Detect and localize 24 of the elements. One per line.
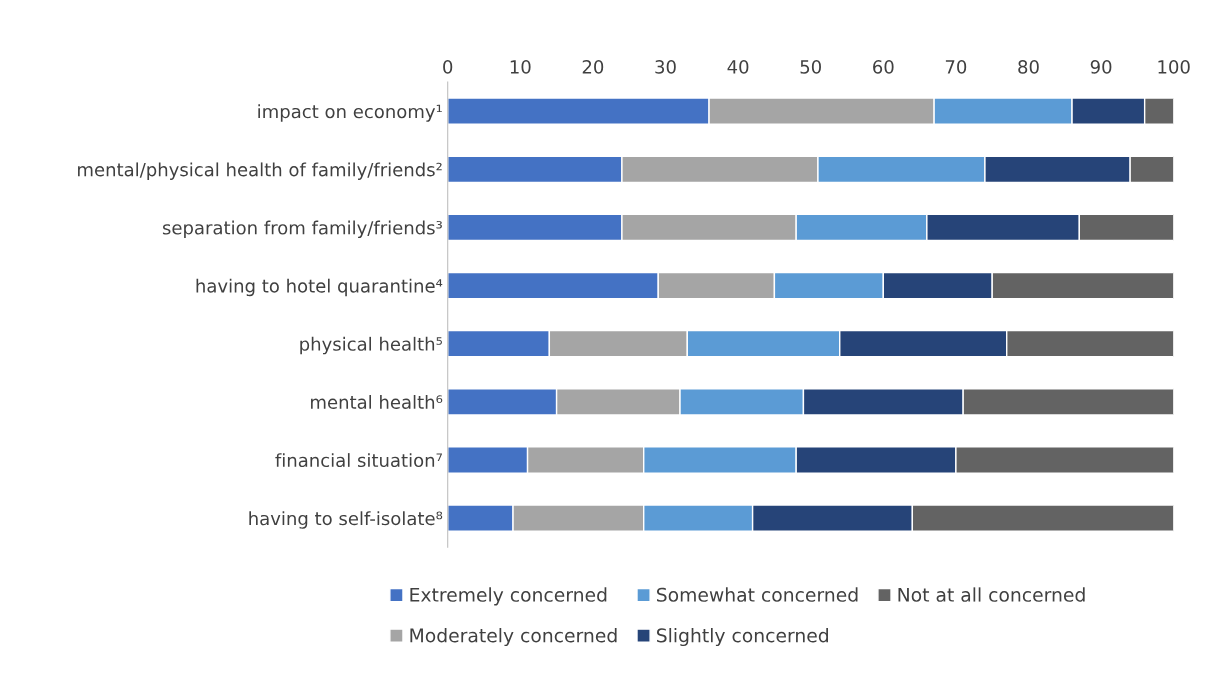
y-tick-label: having to hotel quarantine⁴	[196, 278, 443, 297]
y-tick-label: physical health⁵	[300, 336, 442, 355]
legend-label: Not at all concerned	[898, 587, 1085, 602]
x-tick-label: 100	[1158, 60, 1190, 74]
y-tick-label: financial situation⁷	[275, 453, 442, 468]
x-tick-label: 60	[873, 60, 894, 74]
x-tick-label: 20	[582, 60, 604, 74]
x-tick-label: 30	[655, 60, 676, 74]
y-tick-label: impact on economy¹	[258, 104, 442, 122]
y-tick-label: mental health⁶	[311, 394, 443, 409]
x-tick-label: 50	[800, 60, 821, 74]
x-tick-label: 80	[1018, 60, 1039, 74]
y-tick-label: separation from family/friends³	[162, 220, 442, 239]
x-tick-label: 10	[510, 60, 531, 74]
legend-label: Slightly concerned	[656, 627, 828, 647]
legend-label: Extremely concerned	[410, 587, 607, 606]
x-tick-label: 90	[1090, 60, 1112, 74]
x-tick-label: 0	[443, 60, 453, 74]
x-tick-label: 40	[727, 60, 749, 74]
legend-label: Somewhat concerned	[656, 587, 858, 602]
y-tick-label: mental/physical health of family/friends²	[78, 162, 442, 180]
legend-label: Moderately concerned	[410, 627, 617, 647]
x-tick-label: 70	[945, 60, 967, 74]
y-tick-label: having to self-isolate⁸	[249, 511, 443, 529]
